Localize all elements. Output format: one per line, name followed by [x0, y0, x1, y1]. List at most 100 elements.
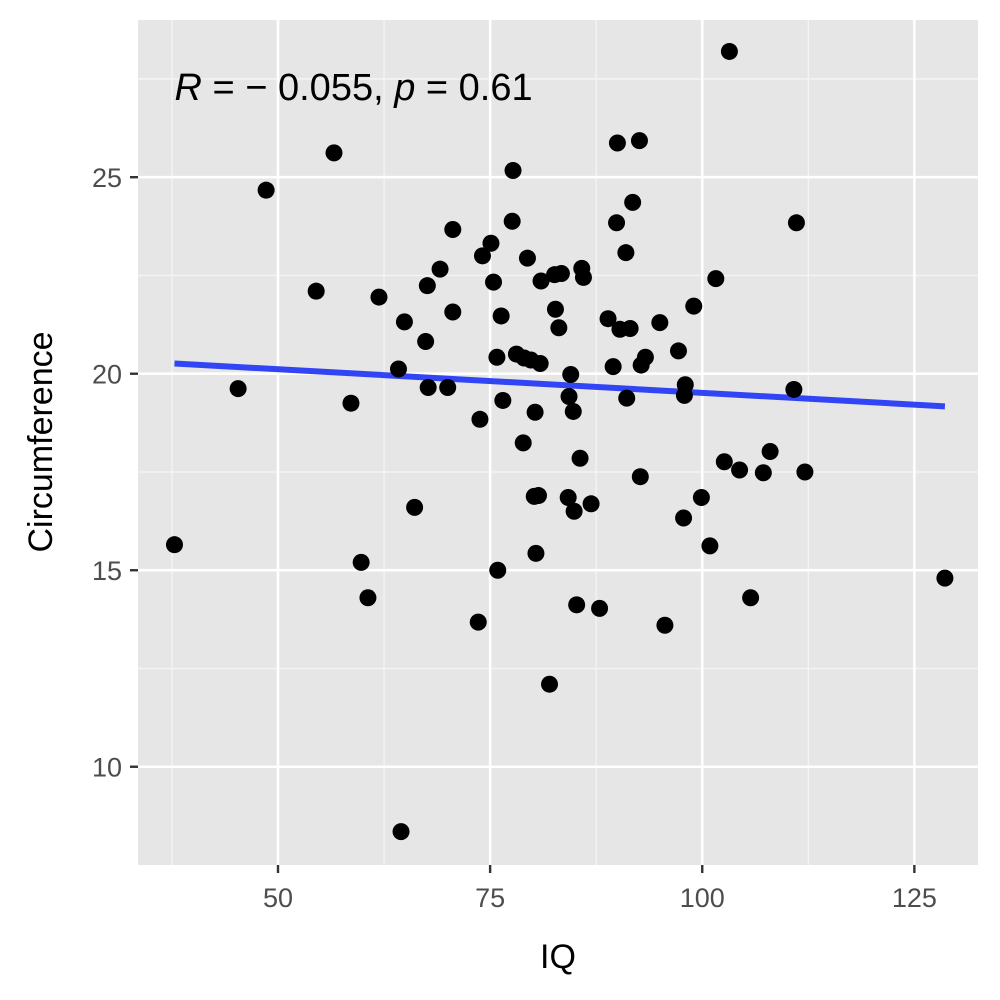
data-point	[532, 272, 550, 290]
data-point	[568, 596, 586, 614]
data-point	[621, 320, 639, 338]
data-point	[307, 282, 325, 300]
data-point	[514, 434, 532, 452]
y-tick-label: 20	[92, 360, 122, 390]
data-point	[352, 553, 370, 571]
y-tick-label: 15	[92, 556, 122, 586]
data-point	[395, 313, 413, 331]
data-point	[444, 303, 462, 321]
data-point	[527, 544, 545, 562]
x-tick-label: 75	[475, 883, 505, 913]
data-point	[489, 561, 507, 579]
data-point	[492, 307, 510, 325]
data-point	[685, 297, 703, 315]
r-symbol: R	[174, 67, 201, 109]
data-point	[624, 193, 642, 211]
data-point	[571, 449, 589, 467]
data-point	[582, 495, 600, 513]
data-point	[565, 502, 583, 520]
data-point	[618, 389, 636, 407]
data-point	[608, 214, 626, 232]
data-point	[359, 589, 377, 607]
data-point	[608, 134, 626, 152]
plot-panel	[138, 20, 978, 865]
data-point	[406, 498, 424, 516]
p-value: = 0.61	[415, 67, 532, 109]
data-point	[617, 244, 635, 262]
data-point	[754, 464, 772, 482]
data-point	[229, 380, 247, 398]
data-point	[257, 181, 275, 199]
data-point	[785, 380, 803, 398]
data-point	[392, 823, 410, 841]
data-point	[503, 212, 521, 230]
x-axis: 50 75 100 125	[263, 865, 937, 913]
data-point	[936, 569, 954, 587]
data-point	[370, 288, 388, 306]
points-layer	[165, 42, 954, 841]
data-point	[473, 247, 491, 265]
data-point	[604, 358, 622, 376]
data-point	[701, 537, 719, 555]
data-point	[482, 234, 500, 252]
data-point	[715, 453, 733, 471]
data-point	[656, 616, 674, 634]
x-tick-label: 50	[263, 883, 293, 913]
data-point	[531, 355, 549, 373]
p-symbol: p	[393, 67, 415, 109]
y-axis: 10 15 20 25	[92, 163, 138, 783]
data-point	[720, 42, 738, 60]
data-point	[796, 463, 814, 481]
data-point	[669, 342, 687, 360]
x-axis-title: IQ	[540, 938, 576, 976]
data-point	[518, 249, 536, 267]
data-point	[630, 132, 648, 150]
major-grid	[138, 20, 978, 865]
data-point	[787, 214, 805, 232]
data-point	[418, 277, 436, 295]
regression-layer	[174, 360, 946, 410]
data-point	[325, 144, 343, 162]
data-point	[731, 461, 749, 479]
data-point	[541, 675, 559, 693]
data-point	[529, 487, 547, 505]
data-point	[692, 489, 710, 507]
data-point	[439, 378, 457, 396]
data-point	[560, 388, 578, 406]
data-point	[488, 348, 506, 366]
data-point	[342, 394, 360, 412]
data-point	[742, 589, 760, 607]
x-tick-label: 100	[680, 883, 725, 913]
data-point	[636, 348, 654, 366]
data-point	[675, 509, 693, 527]
data-point	[419, 378, 437, 396]
data-point	[389, 360, 407, 378]
data-point	[485, 273, 503, 291]
data-point	[165, 536, 183, 554]
data-point	[651, 314, 669, 332]
r-value: = − 0.055,	[202, 67, 394, 109]
data-point	[591, 599, 609, 617]
data-point	[707, 270, 725, 288]
data-point	[444, 220, 462, 238]
data-point	[546, 300, 564, 318]
data-point	[559, 489, 577, 507]
y-tick-label: 25	[92, 163, 122, 193]
data-point	[599, 310, 617, 328]
data-point	[631, 468, 649, 486]
data-point	[550, 319, 568, 337]
data-point	[431, 260, 449, 278]
data-point	[552, 265, 570, 282]
data-point	[676, 376, 694, 394]
data-point	[761, 443, 779, 461]
data-point	[504, 162, 522, 180]
data-point	[574, 268, 592, 286]
data-point	[494, 391, 512, 409]
data-point	[564, 402, 582, 420]
data-point	[526, 403, 544, 421]
regression-line	[174, 360, 946, 410]
x-tick-label: 125	[892, 883, 937, 913]
data-point	[562, 366, 580, 384]
data-point	[471, 410, 489, 428]
